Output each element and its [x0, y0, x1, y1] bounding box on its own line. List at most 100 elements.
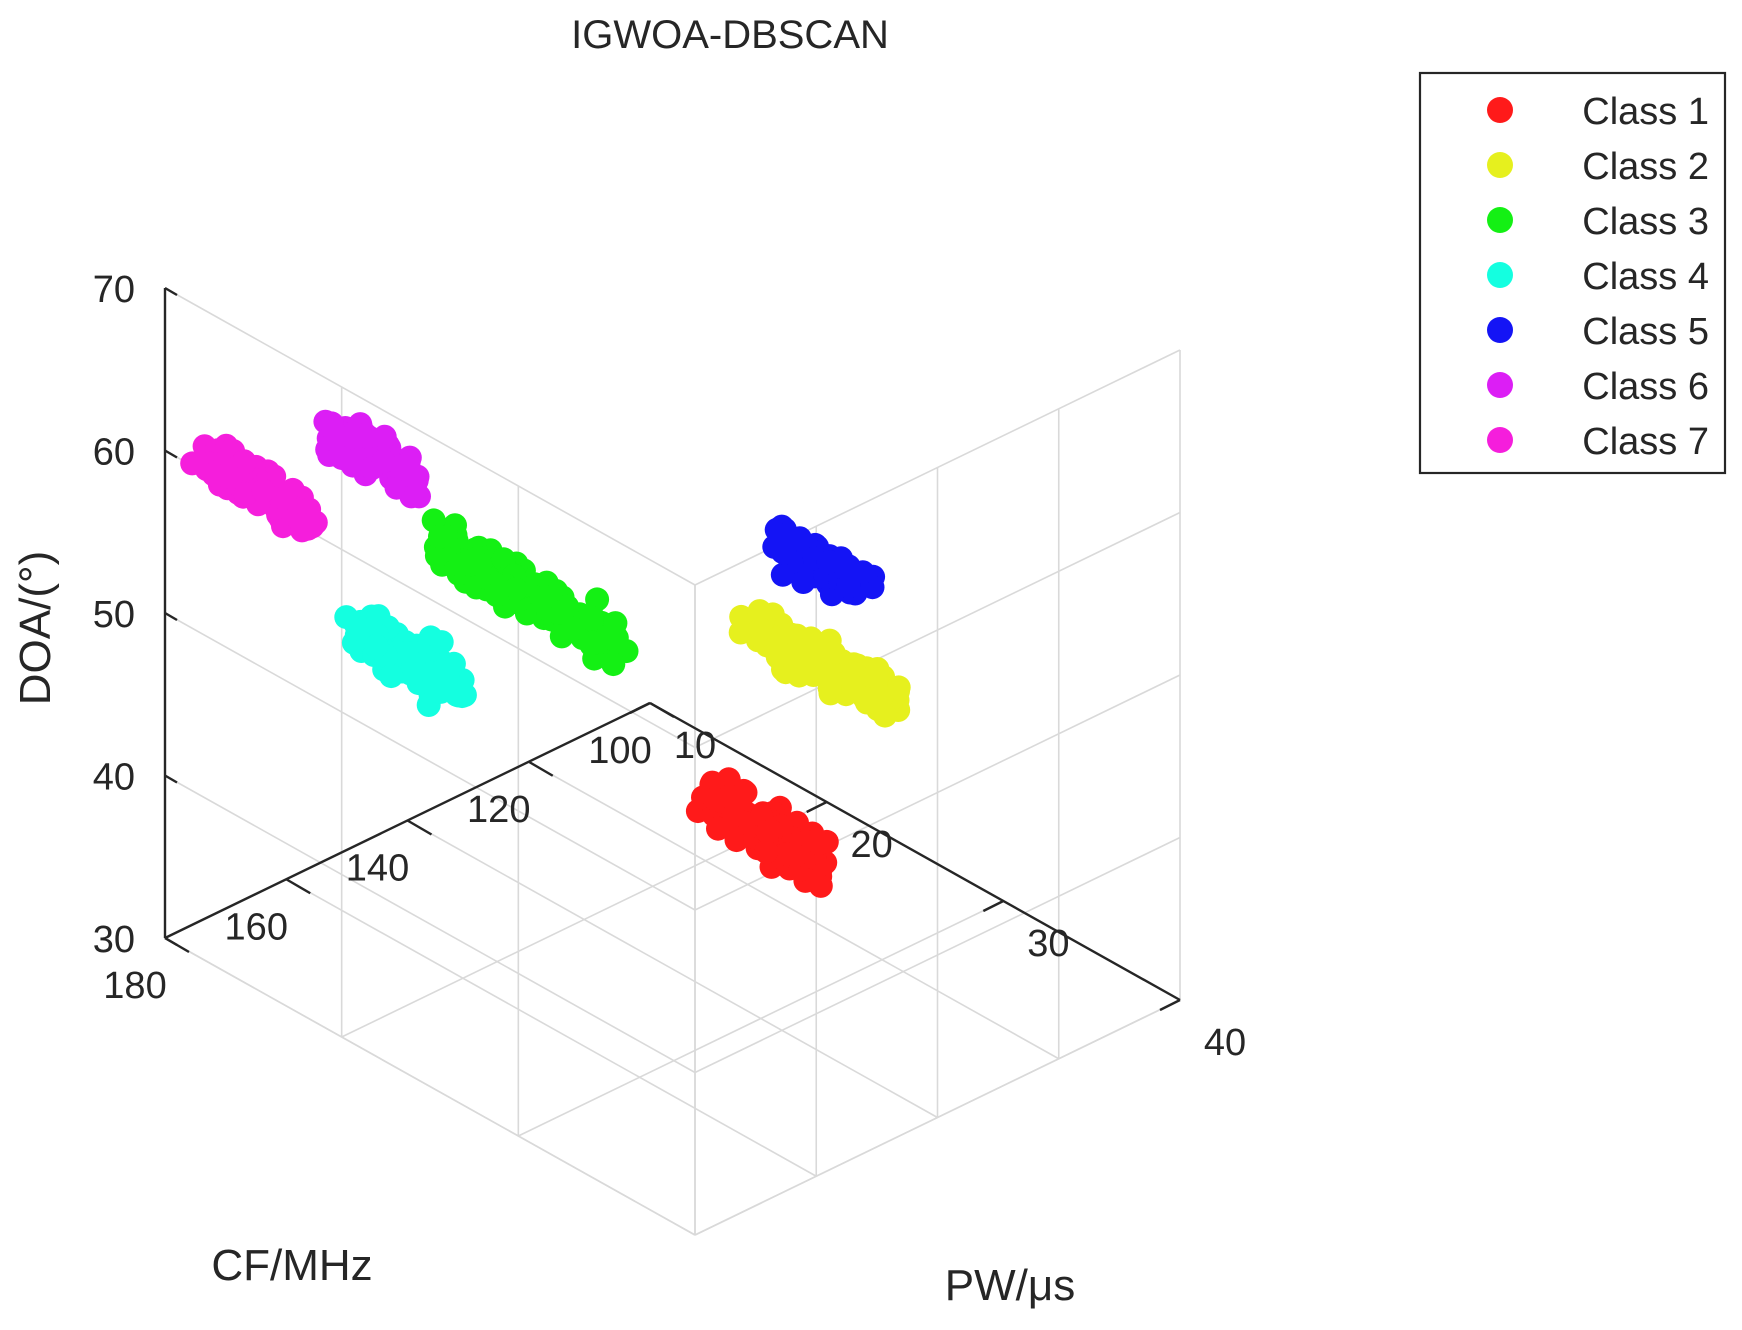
x-tick-mark [1159, 998, 1181, 1012]
legend-marker [1487, 317, 1513, 343]
y-tick-label: 160 [225, 906, 288, 948]
data-point [272, 486, 297, 511]
grid-line [164, 612, 696, 911]
legend-label: Class 6 [1582, 366, 1709, 408]
legend-marker [1487, 262, 1513, 288]
data-point [327, 425, 352, 450]
legend-item: Class 6 [1487, 366, 1709, 408]
z-tick-label: 40 [93, 757, 135, 799]
data-point [873, 703, 897, 728]
data-point [581, 630, 605, 655]
legend-item: Class 5 [1487, 311, 1709, 353]
y-tick-label: 120 [467, 789, 530, 831]
z-tick-label: 30 [93, 919, 135, 961]
y-tick-mark [285, 878, 311, 895]
z-tick-label: 50 [93, 594, 135, 636]
grid-line [285, 878, 817, 1177]
data-point [468, 552, 493, 577]
legend-box [1418, 71, 1727, 475]
data-point [446, 683, 471, 708]
legend-marker [1487, 372, 1513, 398]
y-tick-mark [406, 819, 433, 836]
data-point [836, 574, 861, 599]
y-tick-label: 140 [346, 848, 409, 890]
data-point [706, 816, 730, 841]
data-point [601, 627, 626, 652]
data-point [355, 424, 380, 449]
z-axis-label: DOA/(°) [11, 551, 60, 705]
data-point [748, 617, 773, 642]
grid-line [528, 761, 1060, 1060]
data-point [776, 643, 801, 668]
y-axis-label: CF/MHz [211, 1241, 372, 1290]
series-2 [728, 599, 911, 728]
data-point [561, 616, 586, 641]
data-point [372, 424, 397, 449]
z-tick-mark [164, 611, 178, 622]
z-tick-mark [164, 936, 178, 947]
y-tick-mark [649, 701, 675, 719]
data-point [398, 661, 423, 686]
grid-line [407, 819, 938, 1119]
axes [163, 286, 1181, 1012]
legend-label: Class 7 [1582, 421, 1709, 463]
legend-item: Class 7 [1487, 421, 1709, 463]
data-point [503, 577, 528, 602]
data-point [755, 820, 780, 845]
grid-line [164, 287, 696, 586]
data-point [349, 617, 374, 642]
x-axis-line [649, 701, 1181, 1002]
z-tick-mark [164, 774, 178, 784]
legend: Class 1 Class 2 Class 3 Class 4 Class 5 Class… [1418, 71, 1727, 475]
legend-label: Class 5 [1582, 311, 1709, 353]
series-1 [685, 767, 839, 898]
x-tick-mark [629, 701, 651, 715]
data-point [390, 456, 415, 481]
data-point [290, 512, 315, 537]
data-point [728, 620, 753, 645]
data-point [787, 527, 812, 552]
data-point [450, 552, 475, 576]
data-point [579, 606, 604, 631]
grid-line [164, 937, 696, 1236]
data-point [807, 831, 832, 856]
data-point [218, 465, 243, 490]
grid-line [164, 774, 696, 1074]
data-point [484, 583, 509, 607]
x-tick-label: 40 [1204, 1022, 1246, 1064]
data-point [428, 679, 453, 704]
x-tick-label: 20 [851, 824, 893, 866]
chart-title: IGWOA-DBSCAN [571, 13, 889, 57]
x-tick-mark [982, 899, 1004, 913]
x-tick-mark [806, 800, 828, 814]
legend-label: Class 4 [1582, 256, 1709, 298]
series-7 [180, 433, 328, 543]
data-point [841, 675, 866, 700]
x-tick-label: 10 [674, 725, 716, 767]
data-point [180, 451, 205, 476]
data-point [379, 664, 404, 689]
data-point [428, 524, 452, 549]
z-tick-mark [164, 449, 178, 459]
legend-item: Class 3 [1487, 201, 1709, 243]
z-tick-label: 70 [93, 269, 135, 311]
y-tick-label: 180 [103, 965, 166, 1007]
legend-marker [1487, 427, 1513, 453]
data-point [754, 839, 779, 864]
data-point [774, 842, 799, 867]
legend-marker [1487, 207, 1513, 233]
series-5 [762, 514, 886, 607]
z-tick-label: 60 [93, 432, 135, 474]
data-point [364, 634, 389, 659]
data-point [429, 659, 454, 684]
grid-line [694, 511, 1181, 749]
legend-label: Class 3 [1582, 201, 1709, 243]
legend-item: Class 4 [1487, 256, 1709, 298]
x-tick-label: 30 [1027, 923, 1069, 965]
series-4 [334, 604, 477, 717]
data-points [180, 409, 911, 898]
data-point [821, 641, 846, 666]
